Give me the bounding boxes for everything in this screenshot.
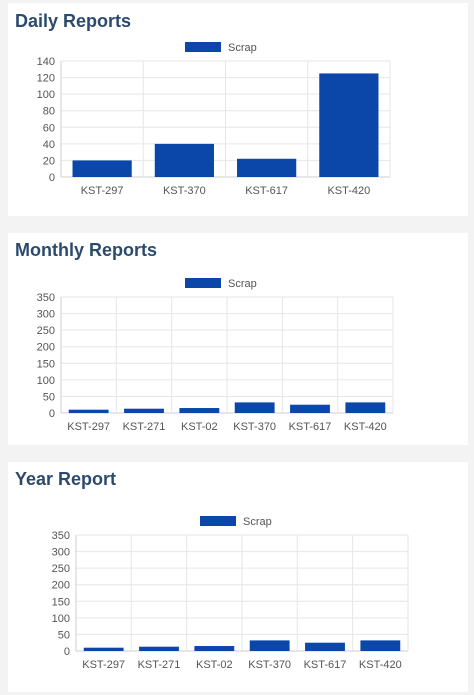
x-tick-label: KST-02	[196, 659, 233, 671]
bar-kst-297[interactable]	[68, 409, 109, 413]
bar-kst-370[interactable]	[234, 402, 275, 413]
y-tick-label: 20	[43, 155, 55, 167]
y-tick-label: 100	[52, 613, 70, 625]
year-report-card: Year Report Scrap 0 50 100 150 200 250 300 350 KS…	[8, 462, 468, 692]
y-tick-label: 100	[37, 89, 55, 101]
y-tick-label: 60	[43, 122, 55, 134]
legend-label: Scrap	[243, 516, 272, 528]
y-tick-label: 100	[37, 375, 55, 387]
y-tick-label: 250	[52, 563, 70, 575]
y-tick-label: 140	[37, 56, 55, 68]
monthly-reports-chart: Scrap 0 50 100 150 200 250 300 350 KST-297 KST-271…	[37, 278, 394, 433]
bar-kst-370[interactable]	[154, 143, 214, 177]
x-tick-label: KST-02	[181, 421, 218, 433]
legend-label: Scrap	[228, 278, 257, 290]
x-tick-label: KST-420	[344, 421, 387, 433]
y-tick-label: 250	[37, 325, 55, 337]
x-tick-label: KST-297	[81, 185, 124, 197]
legend[interactable]: Scrap	[185, 278, 257, 290]
x-tick-label: KST-370	[248, 659, 291, 671]
y-tick-label: 80	[43, 106, 55, 118]
y-tick-label: 350	[52, 530, 70, 542]
y-tick-label: 120	[37, 73, 55, 85]
legend[interactable]: Scrap	[185, 42, 257, 54]
legend-swatch	[185, 42, 221, 52]
bar-kst-297[interactable]	[72, 160, 132, 177]
y-tick-label: 0	[49, 172, 55, 184]
bar-kst-420[interactable]	[345, 402, 386, 413]
bar-kst-617[interactable]	[305, 642, 345, 651]
legend-label: Scrap	[228, 42, 257, 54]
legend-swatch	[200, 516, 236, 526]
y-tick-label: 50	[43, 391, 55, 403]
y-tick-label: 150	[52, 596, 70, 608]
y-tick-label: 200	[37, 342, 55, 354]
x-tick-label: KST-297	[67, 421, 110, 433]
y-tick-label: 50	[58, 629, 70, 641]
legend-swatch	[185, 278, 221, 288]
y-tick-label: 40	[43, 139, 55, 151]
bar-kst-420[interactable]	[360, 640, 401, 651]
y-tick-label: 0	[64, 646, 70, 658]
bar-kst-02[interactable]	[179, 408, 220, 413]
bar-kst-02[interactable]	[194, 646, 235, 651]
x-tick-label: KST-617	[304, 659, 347, 671]
x-tick-label: KST-617	[289, 421, 332, 433]
daily-reports-title: Daily Reports	[15, 11, 132, 31]
year-report-chart: Scrap 0 50 100 150 200 250 300 350 KST-297 KST-271…	[52, 516, 409, 671]
bar-kst-370[interactable]	[249, 640, 290, 651]
x-tick-label: KST-617	[245, 185, 288, 197]
monthly-reports-card: Monthly Reports Scrap 0 50 100 150 200 250 300 3…	[8, 233, 468, 445]
x-tick-label: KST-370	[233, 421, 276, 433]
x-tick-label: KST-297	[82, 659, 125, 671]
bar-kst-617[interactable]	[237, 158, 297, 177]
y-tick-label: 300	[37, 309, 55, 321]
daily-reports-card: Daily Reports Scrap 0 20 40 60 80 100 120 140 KST…	[8, 3, 468, 216]
legend[interactable]: Scrap	[200, 516, 272, 528]
y-tick-label: 300	[52, 547, 70, 559]
monthly-reports-title: Monthly Reports	[15, 240, 157, 260]
year-report-title: Year Report	[15, 469, 117, 489]
bar-kst-297[interactable]	[83, 647, 124, 651]
bar-kst-271[interactable]	[124, 408, 164, 413]
y-tick-label: 150	[37, 358, 55, 370]
y-tick-label: 0	[49, 408, 55, 420]
x-tick-label: KST-271	[123, 421, 166, 433]
daily-reports-chart: Scrap 0 20 40 60 80 100 120 140 KST-297 KST-370 KST…	[37, 42, 391, 197]
x-tick-label: KST-271	[138, 659, 181, 671]
y-tick-label: 350	[37, 292, 55, 304]
x-tick-label: KST-420	[327, 185, 370, 197]
x-tick-label: KST-370	[163, 185, 206, 197]
bar-kst-420[interactable]	[319, 73, 379, 177]
bar-kst-271[interactable]	[139, 646, 179, 651]
x-tick-label: KST-420	[359, 659, 402, 671]
bar-kst-617[interactable]	[290, 404, 330, 413]
y-tick-label: 200	[52, 580, 70, 592]
